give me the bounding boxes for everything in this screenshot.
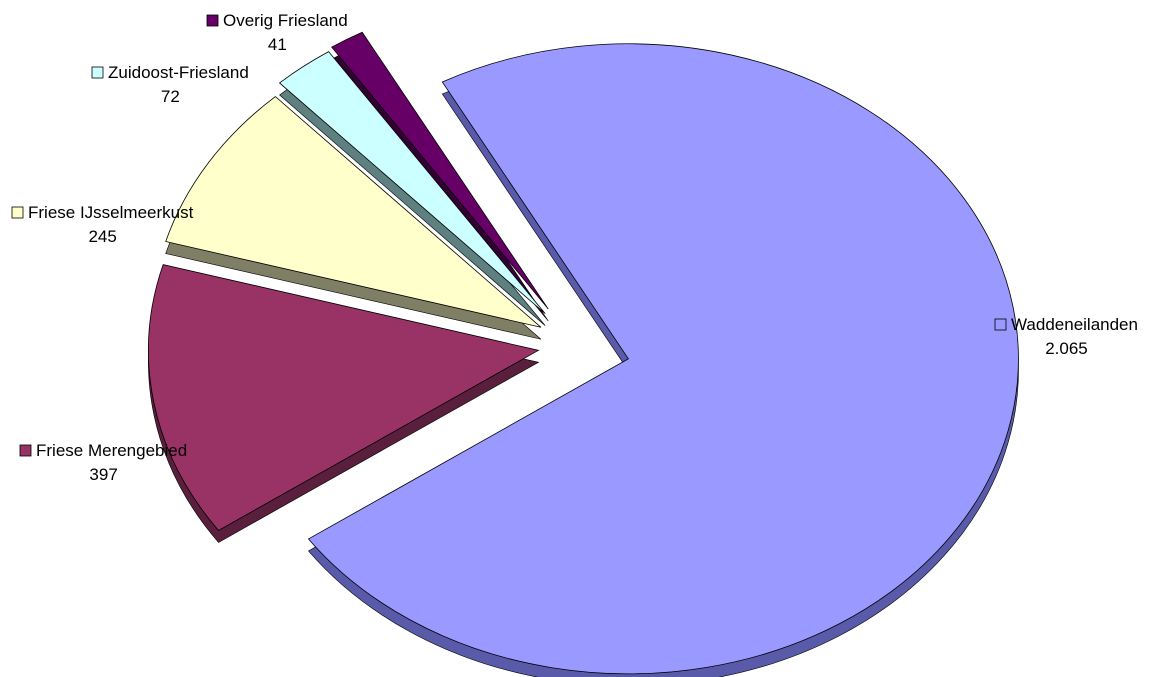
label-swatch-waddeneilanden xyxy=(994,318,1007,331)
label-name-friese-ijsselmeerkust: Friese IJsselmeerkust xyxy=(28,203,194,222)
label-name-waddeneilanden: Waddeneilanden xyxy=(1011,315,1138,334)
label-name-friese-merengebied: Friese Merengebied xyxy=(36,441,187,460)
label-value-overig-friesland: 41 xyxy=(268,35,287,54)
slice-friese-ijsselmeerkust xyxy=(165,96,542,328)
label-name-zuidoost-friesland: Zuidoost-Friesland xyxy=(108,63,249,82)
slice-friese-merengebied xyxy=(148,264,540,531)
pie-labels: Waddeneilanden 2.065 Friese Merengebied 397… xyxy=(11,11,1138,484)
label-swatch-friese-merengebied xyxy=(19,444,32,457)
slice-overig-friesland xyxy=(331,31,549,310)
label-value-zuidoost-friesland: 72 xyxy=(161,87,180,106)
label-swatch-overig-friesland xyxy=(206,14,219,27)
label-name-overig-friesland: Overig Friesland xyxy=(223,11,348,30)
label-value-friese-ijsselmeerkust: 245 xyxy=(88,227,116,246)
label-value-friese-merengebied: 397 xyxy=(89,465,117,484)
label-swatch-friese-ijsselmeerkust xyxy=(11,206,24,219)
label-swatch-zuidoost-friesland xyxy=(91,66,104,79)
label-value-waddeneilanden: 2.065 xyxy=(1045,339,1088,358)
slice-zuidoost-friesland xyxy=(278,51,546,314)
pie-slices xyxy=(148,31,1019,675)
slice-waddeneilanden xyxy=(307,43,1019,675)
